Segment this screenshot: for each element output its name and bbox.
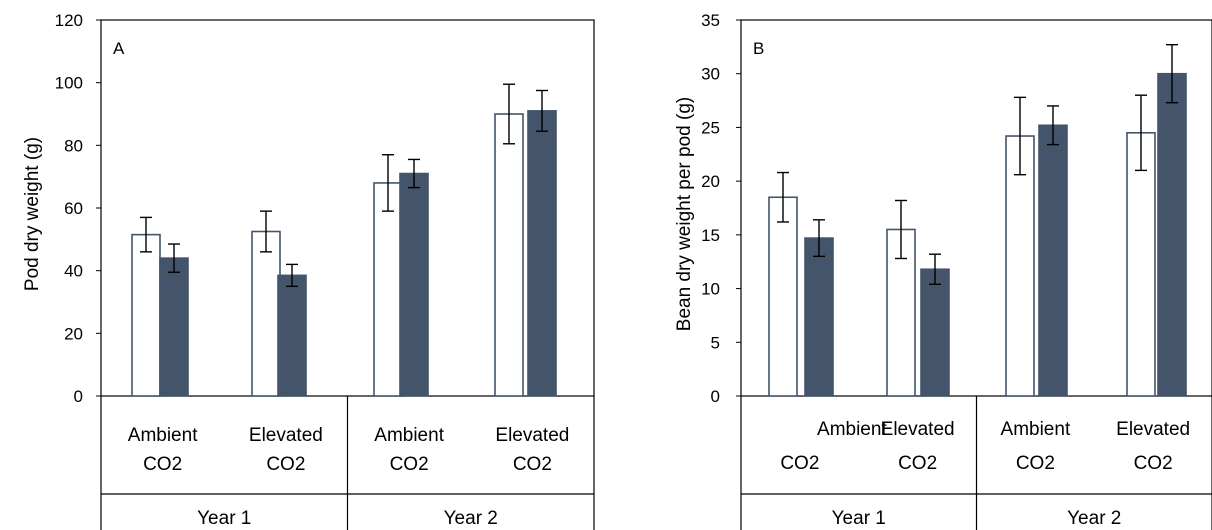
y-tick-label: 20 xyxy=(701,172,720,191)
y-tick-label: 0 xyxy=(74,387,83,406)
category-label-line1: Elevated xyxy=(495,425,569,446)
category-label-line1: Ambient xyxy=(817,419,887,440)
y-tick-label: 20 xyxy=(64,324,83,343)
bar xyxy=(1038,124,1068,397)
category-label-line2: CO2 xyxy=(780,453,819,474)
bar xyxy=(527,110,557,397)
y-tick-label: 80 xyxy=(64,136,83,155)
bar xyxy=(399,172,429,397)
y-tick-label: 5 xyxy=(711,333,720,352)
bar xyxy=(494,113,524,397)
y-tick-label: 30 xyxy=(701,65,720,84)
y-axis-title: Bean dry weight per pod (g) xyxy=(674,97,695,331)
bar xyxy=(277,274,307,397)
y-tick-label: 0 xyxy=(711,387,720,406)
bar xyxy=(1126,132,1156,397)
y-axis-title: Pod dry weight (g) xyxy=(22,137,43,291)
category-label-line2: CO2 xyxy=(513,454,552,475)
group-label: Year 2 xyxy=(1067,508,1121,529)
category-label-line2: CO2 xyxy=(390,454,429,475)
y-tick-label: 25 xyxy=(701,118,720,137)
bar xyxy=(768,196,798,397)
category-label-line1: Elevated xyxy=(249,425,323,446)
group-label: Year 1 xyxy=(197,508,251,529)
y-tick-label: 10 xyxy=(701,280,720,299)
bar xyxy=(804,237,834,397)
category-label-line2: CO2 xyxy=(143,454,182,475)
category-label-line2: CO2 xyxy=(898,453,937,474)
bar xyxy=(131,233,161,397)
panel-b: 0 5 10 15 20 25 30 35 Bean dry weight per pod (g… xyxy=(674,11,1212,530)
category-label-line2: CO2 xyxy=(1016,453,1055,474)
panel-a: 0 20 40 60 80 100 120 Pod dry weight (g) A Ambien… xyxy=(22,11,595,530)
category-label-line1: Ambient xyxy=(128,425,198,446)
y-tick-label: 60 xyxy=(64,199,83,218)
category-label-line1: Ambient xyxy=(374,425,444,446)
bar xyxy=(920,268,950,397)
group-label: Year 2 xyxy=(444,508,498,529)
y-tick-label: 15 xyxy=(701,226,720,245)
bar xyxy=(1157,72,1187,397)
category-label-line1: Elevated xyxy=(1116,419,1190,440)
bar xyxy=(1005,135,1035,397)
group-label: Year 1 xyxy=(832,508,886,529)
bar xyxy=(159,257,189,397)
bar xyxy=(373,182,403,397)
panel-letter: A xyxy=(113,39,125,58)
y-tick-label: 120 xyxy=(55,11,83,30)
bar xyxy=(251,230,281,397)
category-label-line1: Ambient xyxy=(1001,419,1071,440)
category-label-line2: CO2 xyxy=(266,454,305,475)
category-label-line1: Elevated xyxy=(881,419,955,440)
y-tick-label: 100 xyxy=(55,74,83,93)
y-tick-label: 35 xyxy=(701,11,720,30)
y-tick-label: 40 xyxy=(64,262,83,281)
category-label-line2: CO2 xyxy=(1134,453,1173,474)
panel-letter: B xyxy=(753,39,764,58)
